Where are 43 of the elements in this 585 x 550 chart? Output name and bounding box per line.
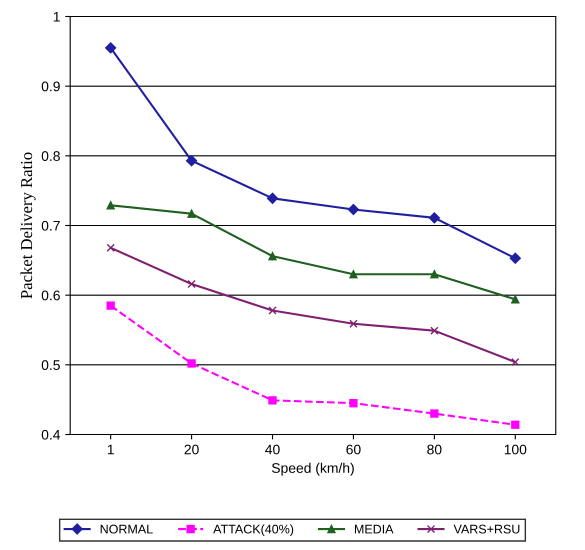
legend-label: VARS+RSU (454, 524, 520, 534)
y-tick-label: 0.8 (42, 151, 60, 162)
point (510, 252, 521, 264)
point (105, 42, 116, 54)
point (187, 280, 196, 288)
x-tick-label: 1 (108, 444, 114, 454)
y-tick-label: 0.5 (42, 360, 60, 370)
point (187, 209, 196, 218)
point (266, 192, 278, 204)
x-tick-label: 40 (265, 444, 280, 454)
y-tick-label: 0.6 (42, 290, 60, 300)
x-tick-label: 60 (346, 444, 361, 454)
point (511, 358, 520, 366)
point (106, 244, 115, 252)
y-axis-title: Packet Delivery Ratio (20, 152, 36, 299)
x-tick-label: 20 (184, 444, 199, 454)
y-tick-label: 0.7 (42, 220, 60, 231)
point (106, 301, 115, 310)
point (430, 270, 439, 278)
point (349, 320, 358, 328)
y-tick-label: 0.9 (42, 82, 60, 92)
point (348, 204, 360, 216)
point (511, 420, 520, 429)
point (349, 270, 358, 278)
point (430, 409, 439, 418)
point (186, 155, 198, 166)
point (106, 201, 115, 210)
x-tick-label: 100 (504, 444, 526, 454)
point (349, 398, 358, 408)
point (268, 306, 277, 315)
point (187, 359, 196, 368)
point (511, 295, 520, 304)
point (268, 252, 277, 260)
legend-label: ATTACK(40%) (213, 524, 294, 536)
x-axis-title: Speed (km/h) (272, 462, 354, 476)
point (428, 212, 440, 224)
point (268, 396, 277, 405)
y-tick-label: 1 (54, 12, 60, 22)
x-tick-label: 80 (427, 444, 442, 454)
legend-label: NORMAL (100, 524, 153, 534)
legend-label: MEDIA (354, 524, 394, 534)
point (430, 326, 439, 335)
y-tick-label: 0.4 (42, 430, 60, 440)
